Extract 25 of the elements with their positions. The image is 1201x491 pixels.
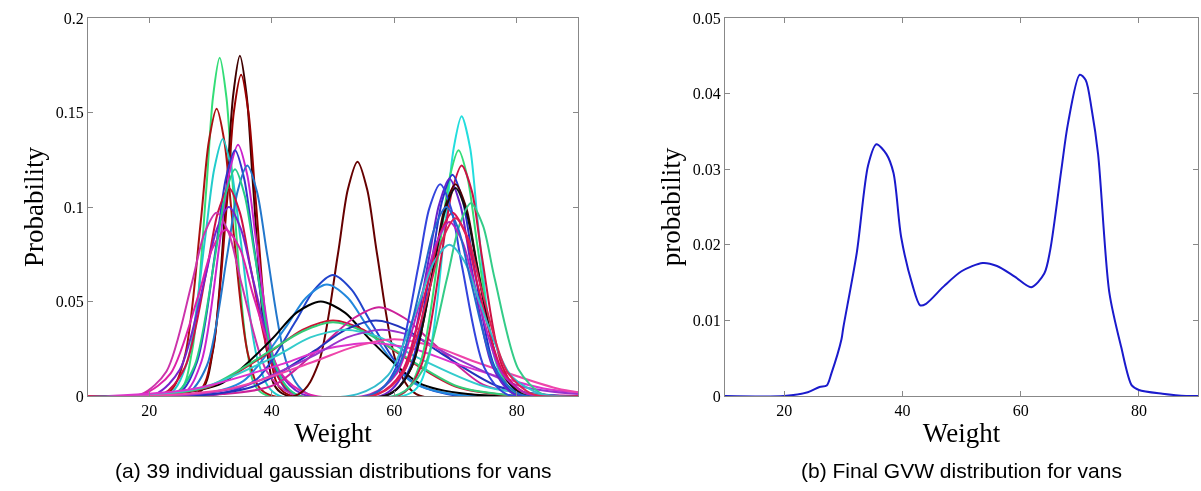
x-tick-label: 80 bbox=[1130, 402, 1147, 420]
y-axis-title: probability bbox=[655, 147, 686, 267]
y-tick-label: 0.04 bbox=[692, 85, 721, 103]
y-tick-label: 0.05 bbox=[55, 293, 84, 311]
x-axis-title: Weight bbox=[922, 417, 1001, 448]
y-tick-label: 0 bbox=[712, 387, 721, 405]
x-tick-label: 40 bbox=[894, 402, 911, 420]
text: (b) Final GVW distribution for vans bbox=[801, 459, 1122, 482]
text: (a) 39 individual gaussian distributions for vans bbox=[115, 459, 552, 482]
y-axis-title: Probability bbox=[18, 146, 49, 267]
x-tick-label: 60 bbox=[386, 402, 403, 420]
x-tick-label: 60 bbox=[1012, 402, 1029, 420]
x-tick-label: 80 bbox=[508, 402, 525, 420]
x-axis-title: Weight bbox=[294, 417, 373, 448]
y-tick-label: 0.2 bbox=[63, 9, 84, 27]
x-tick-label: 20 bbox=[776, 402, 793, 420]
y-tick-label: 0.03 bbox=[692, 160, 721, 178]
y-tick-label: 0.01 bbox=[692, 312, 721, 329]
y-tick-label: 0 bbox=[75, 387, 84, 405]
y-tick-label: 0.15 bbox=[55, 104, 84, 122]
y-tick-label: 0.02 bbox=[692, 236, 721, 254]
x-tick-label: 40 bbox=[263, 402, 280, 420]
y-tick-label: 0.05 bbox=[692, 9, 721, 27]
y-tick-label: 0.1 bbox=[63, 198, 84, 216]
x-tick-label: 20 bbox=[141, 402, 158, 420]
